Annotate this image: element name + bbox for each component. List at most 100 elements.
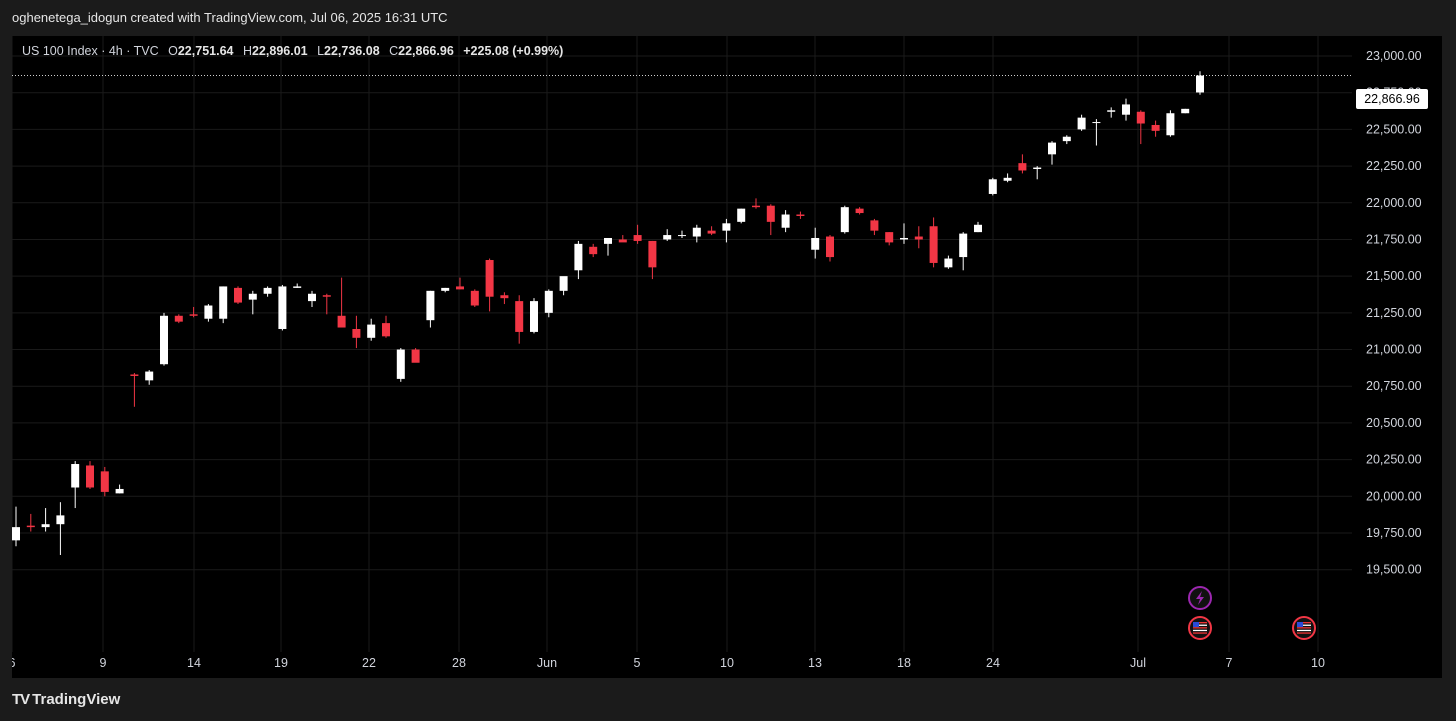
- candle-body: [559, 276, 568, 291]
- high-value: 22,896.01: [251, 44, 308, 58]
- x-tick-label: 6: [12, 656, 16, 670]
- candle-body: [337, 315, 346, 328]
- candle-body: [456, 286, 464, 290]
- x-tick-label: 18: [897, 656, 911, 670]
- candle-body: [900, 237, 908, 240]
- x-tick-label: 24: [986, 656, 1000, 670]
- candle-body: [219, 286, 228, 319]
- candle-body: [914, 236, 923, 240]
- open-value: 22,751.64: [177, 44, 234, 58]
- candle-body: [544, 290, 553, 313]
- flag-canton: [1193, 622, 1199, 627]
- flag-stripe: [1193, 627, 1207, 629]
- chart-area[interactable]: 19,500.00 19,750.00 20,000.00 20,250.00 20,5…: [12, 36, 1442, 678]
- flag-stripe: [1193, 629, 1207, 632]
- candle-body: [500, 295, 509, 299]
- candle-body: [411, 349, 420, 363]
- lightning-glyph: [1196, 591, 1204, 605]
- candle-body: [1196, 75, 1204, 93]
- candle-body: [130, 374, 139, 376]
- candle-body: [293, 286, 302, 288]
- y-tick-label: 22,250.00: [1366, 159, 1422, 173]
- candle-body: [145, 371, 154, 381]
- candle-body: [1077, 117, 1086, 130]
- candle-body: [1181, 108, 1190, 114]
- candle-body: [100, 471, 109, 492]
- flag-canton: [1297, 622, 1303, 627]
- flag-stripe: [1297, 629, 1311, 632]
- x-tick-label: 14: [187, 656, 201, 670]
- candle-body: [234, 287, 242, 303]
- candle-body: [959, 233, 968, 258]
- y-tick-label: 23,000.00: [1366, 49, 1422, 63]
- candle-body: [796, 214, 805, 216]
- x-tick-label: 13: [808, 656, 822, 670]
- candle-body: [278, 286, 287, 329]
- y-tick-label: 20,000.00: [1366, 489, 1422, 503]
- candle-body: [26, 525, 35, 528]
- candle-body: [441, 287, 450, 291]
- candle-body: [12, 527, 20, 541]
- brand-name: TradingView: [32, 691, 121, 708]
- candle-body: [1062, 136, 1071, 142]
- candle-body: [1033, 167, 1042, 170]
- candle-body: [1048, 142, 1056, 155]
- y-tick-label: 20,250.00: [1366, 453, 1422, 467]
- candle-body: [707, 230, 716, 234]
- candle-body: [1003, 177, 1012, 181]
- candle-body: [86, 465, 94, 488]
- candle-body: [663, 235, 672, 240]
- y-tick-label: 21,500.00: [1366, 269, 1422, 283]
- candle-body: [1122, 104, 1130, 115]
- flag-stripe: [1193, 632, 1207, 634]
- tradingview-logo[interactable]: TV TradingView: [12, 691, 120, 708]
- y-tick-label: 20,750.00: [1366, 379, 1422, 393]
- candle-body: [1136, 111, 1145, 124]
- candle-body: [648, 240, 657, 268]
- candle-body: [189, 314, 198, 316]
- high-key: H: [242, 44, 252, 58]
- ohlc-legend: US 100 Index · 4h · TVC O22,751.64 H22,8…: [22, 44, 563, 58]
- candle-body: [174, 315, 183, 322]
- candle-body: [944, 258, 953, 268]
- symbol-label[interactable]: US 100 Index · 4h · TVC: [22, 44, 159, 58]
- candle-body: [826, 236, 834, 258]
- candle-body: [322, 295, 331, 297]
- x-tick-label: 28: [452, 656, 466, 670]
- y-tick-label: 21,750.00: [1366, 232, 1422, 246]
- candle-body: [382, 323, 390, 337]
- x-tick-label: 9: [100, 656, 107, 670]
- y-tick-label: 22,500.00: [1366, 122, 1422, 136]
- candle-body: [574, 243, 583, 271]
- candle-body: [485, 260, 494, 297]
- open-key: O: [168, 44, 178, 58]
- candle-body: [840, 207, 849, 233]
- candle-body: [352, 328, 361, 338]
- candle-body: [160, 315, 168, 365]
- low-value: 22,736.08: [324, 44, 380, 58]
- x-tick-label: Jul: [1130, 656, 1146, 670]
- candle-body: [71, 464, 80, 488]
- y-tick-label: 19,750.00: [1366, 526, 1422, 540]
- candle-body: [1166, 113, 1175, 136]
- y-tick-label: 19,500.00: [1366, 563, 1422, 577]
- flag-stripe: [1297, 632, 1311, 634]
- candle-body: [988, 179, 997, 194]
- candle-body: [41, 524, 50, 528]
- low-key: L: [317, 44, 325, 58]
- candle-body: [678, 235, 686, 237]
- candle-body: [929, 226, 938, 263]
- flag-stripe: [1193, 624, 1207, 626]
- footer-bar: TV TradingView: [0, 678, 1456, 721]
- candle-body: [737, 208, 746, 222]
- flag-stripe: [1193, 622, 1207, 624]
- candle-body: [974, 224, 982, 233]
- y-tick-label: 21,250.00: [1366, 306, 1422, 320]
- candle-body: [752, 205, 760, 208]
- candlestick-chart[interactable]: 19,500.00 19,750.00 20,000.00 20,250.00 20,5…: [12, 36, 1442, 678]
- candle-body: [1107, 110, 1116, 112]
- candle-body: [870, 220, 879, 231]
- flag-stripe: [1297, 622, 1311, 624]
- x-tick-label: 7: [1226, 656, 1233, 670]
- flag-stripe: [1297, 627, 1311, 629]
